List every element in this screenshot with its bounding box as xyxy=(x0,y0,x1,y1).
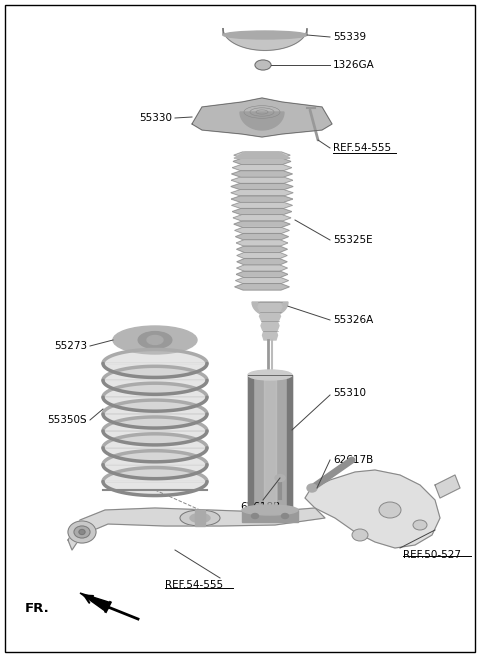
Ellipse shape xyxy=(138,332,172,348)
Polygon shape xyxy=(68,508,325,550)
Text: 55350S: 55350S xyxy=(48,415,87,425)
Ellipse shape xyxy=(223,31,307,39)
Polygon shape xyxy=(235,227,289,233)
Polygon shape xyxy=(234,152,290,158)
Text: 55330: 55330 xyxy=(139,113,172,123)
Polygon shape xyxy=(263,330,277,340)
Text: REF.54-555: REF.54-555 xyxy=(165,580,223,590)
Polygon shape xyxy=(237,252,287,259)
Ellipse shape xyxy=(190,514,210,522)
Polygon shape xyxy=(236,240,288,246)
Polygon shape xyxy=(240,112,284,130)
Polygon shape xyxy=(80,593,110,612)
Ellipse shape xyxy=(79,530,85,535)
Polygon shape xyxy=(237,246,287,252)
Polygon shape xyxy=(236,233,288,240)
Polygon shape xyxy=(435,475,460,498)
Polygon shape xyxy=(233,215,291,221)
Polygon shape xyxy=(231,183,293,190)
Ellipse shape xyxy=(147,336,163,344)
Polygon shape xyxy=(223,28,307,51)
Ellipse shape xyxy=(180,510,220,526)
Polygon shape xyxy=(252,302,288,316)
Polygon shape xyxy=(103,451,207,479)
Text: 62617B: 62617B xyxy=(333,455,373,465)
Text: REF.50-527: REF.50-527 xyxy=(403,550,461,560)
Ellipse shape xyxy=(113,326,197,354)
Polygon shape xyxy=(233,158,291,164)
Polygon shape xyxy=(232,202,292,208)
Text: REF.54-555: REF.54-555 xyxy=(333,143,391,153)
Polygon shape xyxy=(260,311,280,321)
Polygon shape xyxy=(103,417,207,445)
Polygon shape xyxy=(287,375,292,510)
Polygon shape xyxy=(232,171,292,177)
Polygon shape xyxy=(234,152,290,158)
Polygon shape xyxy=(192,98,332,137)
Polygon shape xyxy=(231,190,293,196)
Polygon shape xyxy=(103,400,207,428)
Text: 55273: 55273 xyxy=(54,341,87,351)
Polygon shape xyxy=(235,284,289,290)
Polygon shape xyxy=(237,265,287,271)
Polygon shape xyxy=(103,468,207,495)
Ellipse shape xyxy=(352,529,368,541)
Polygon shape xyxy=(261,321,279,330)
Polygon shape xyxy=(232,208,292,215)
Ellipse shape xyxy=(252,514,259,518)
Ellipse shape xyxy=(74,526,90,538)
Polygon shape xyxy=(234,221,290,227)
Polygon shape xyxy=(236,277,288,284)
Polygon shape xyxy=(242,510,298,522)
Text: FR.: FR. xyxy=(25,602,50,615)
Ellipse shape xyxy=(413,520,427,530)
Polygon shape xyxy=(103,383,207,411)
Polygon shape xyxy=(231,177,293,183)
Polygon shape xyxy=(195,510,205,526)
Polygon shape xyxy=(231,196,293,202)
Text: 55326A: 55326A xyxy=(333,315,373,325)
Ellipse shape xyxy=(379,502,401,518)
Ellipse shape xyxy=(275,474,285,482)
Ellipse shape xyxy=(68,521,96,543)
Polygon shape xyxy=(103,434,207,462)
Polygon shape xyxy=(258,302,282,311)
Polygon shape xyxy=(264,375,276,510)
Polygon shape xyxy=(236,271,288,277)
Text: 55310: 55310 xyxy=(333,388,366,398)
Polygon shape xyxy=(103,350,207,377)
Polygon shape xyxy=(248,375,292,510)
Ellipse shape xyxy=(255,60,271,70)
Text: 55339: 55339 xyxy=(333,32,366,42)
Polygon shape xyxy=(248,375,253,510)
Text: 55325E: 55325E xyxy=(333,235,372,245)
Ellipse shape xyxy=(248,370,292,380)
Ellipse shape xyxy=(242,505,298,515)
Polygon shape xyxy=(103,367,207,394)
Polygon shape xyxy=(232,164,292,171)
Ellipse shape xyxy=(307,484,317,492)
Text: 62618B: 62618B xyxy=(240,502,280,512)
Ellipse shape xyxy=(281,514,288,518)
Text: 1326GA: 1326GA xyxy=(333,60,375,70)
Polygon shape xyxy=(305,470,440,548)
Polygon shape xyxy=(237,259,287,265)
